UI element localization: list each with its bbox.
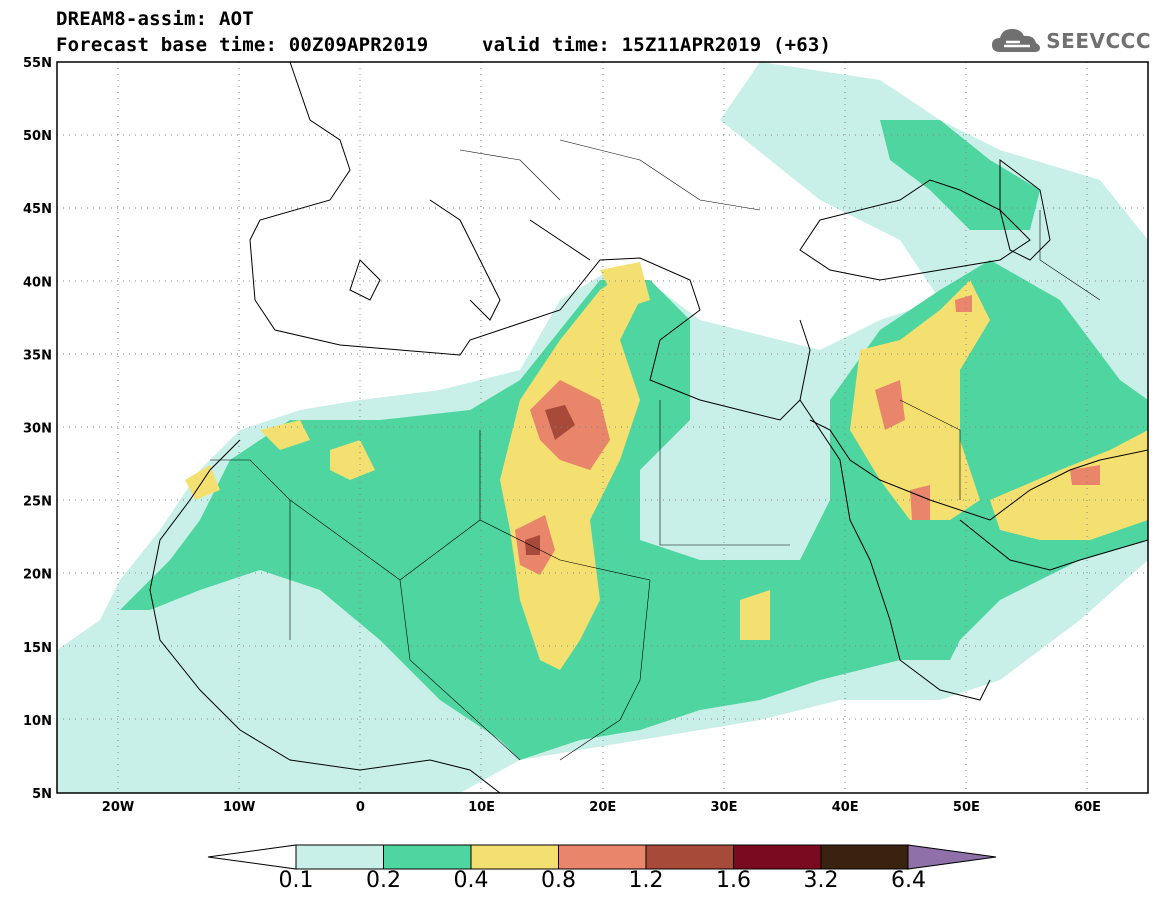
- colorbar-box: [558, 844, 647, 870]
- lon-tick-label: 10W: [223, 800, 255, 815]
- colorbar-box: [645, 844, 734, 870]
- lon-tick-label: 60E: [1074, 800, 1101, 815]
- colorbar-box: [383, 844, 472, 870]
- aot-field: [57, 62, 1148, 793]
- colorbar: [207, 844, 997, 870]
- chart-title: DREAM8-assim: AOT: [56, 8, 254, 30]
- cloud-icon: [992, 29, 1041, 52]
- lon-tick-label: 20E: [589, 800, 616, 815]
- colorbar-box: [820, 844, 909, 870]
- lon-tick-labels: 20W 10W 0 10E 20E 30E 40E 50E 60E: [102, 800, 1101, 815]
- colorbar-label: 0.1: [278, 868, 314, 893]
- colorbar-label: 0.8: [541, 868, 576, 893]
- lon-tick-label: 40E: [832, 800, 859, 815]
- logo-text: SEEVCCC: [1046, 29, 1151, 53]
- colorbar-label: 1.6: [716, 868, 751, 893]
- lon-tick-label: 50E: [953, 800, 980, 815]
- lat-tick-labels: 55N 50N 45N 40N 35N 30N 25N 20N 15N 10N 5N: [23, 56, 52, 802]
- lat-tick-label: 30N: [23, 422, 52, 437]
- lat-tick-label: 15N: [23, 641, 52, 656]
- lat-tick-label: 5N: [32, 787, 52, 802]
- lat-tick-label: 20N: [23, 568, 52, 583]
- seevccc-logo: SEEVCCC: [990, 26, 1151, 56]
- colorbar-label: 0.4: [453, 868, 489, 893]
- colorbar-box: [733, 844, 822, 870]
- lat-tick-label: 50N: [23, 129, 52, 144]
- coastlines: [149, 62, 1148, 793]
- country-borders: [210, 139, 1101, 761]
- colorbar-high-arrow: [907, 844, 997, 870]
- lat-tick-label: 10N: [23, 714, 52, 729]
- lat-tick-label: 25N: [23, 495, 52, 510]
- lat-tick-label: 35N: [23, 348, 52, 363]
- lon-tick-label: 20W: [102, 800, 134, 815]
- lat-tick-label: 45N: [23, 202, 52, 217]
- valid-time: valid time: 15Z11APR2019 (+63): [482, 34, 832, 56]
- colorbar-box: [470, 844, 559, 870]
- colorbar-label: 3.2: [803, 868, 839, 893]
- colorbar-box: [295, 844, 384, 870]
- colorbar-label: 1.2: [628, 868, 664, 893]
- colorbar-label: 6.4: [891, 868, 926, 893]
- forecast-base-time: Forecast base time: 00Z09APR2019: [56, 34, 429, 56]
- colorbar-low-arrow: [207, 844, 297, 870]
- lat-tick-label: 40N: [23, 275, 52, 290]
- lon-tick-label: 10E: [468, 800, 495, 815]
- colorbar-label: 0.2: [366, 868, 401, 893]
- lon-tick-label: 0: [356, 800, 365, 815]
- lat-tick-label: 55N: [23, 56, 52, 71]
- lon-tick-label: 30E: [711, 800, 738, 815]
